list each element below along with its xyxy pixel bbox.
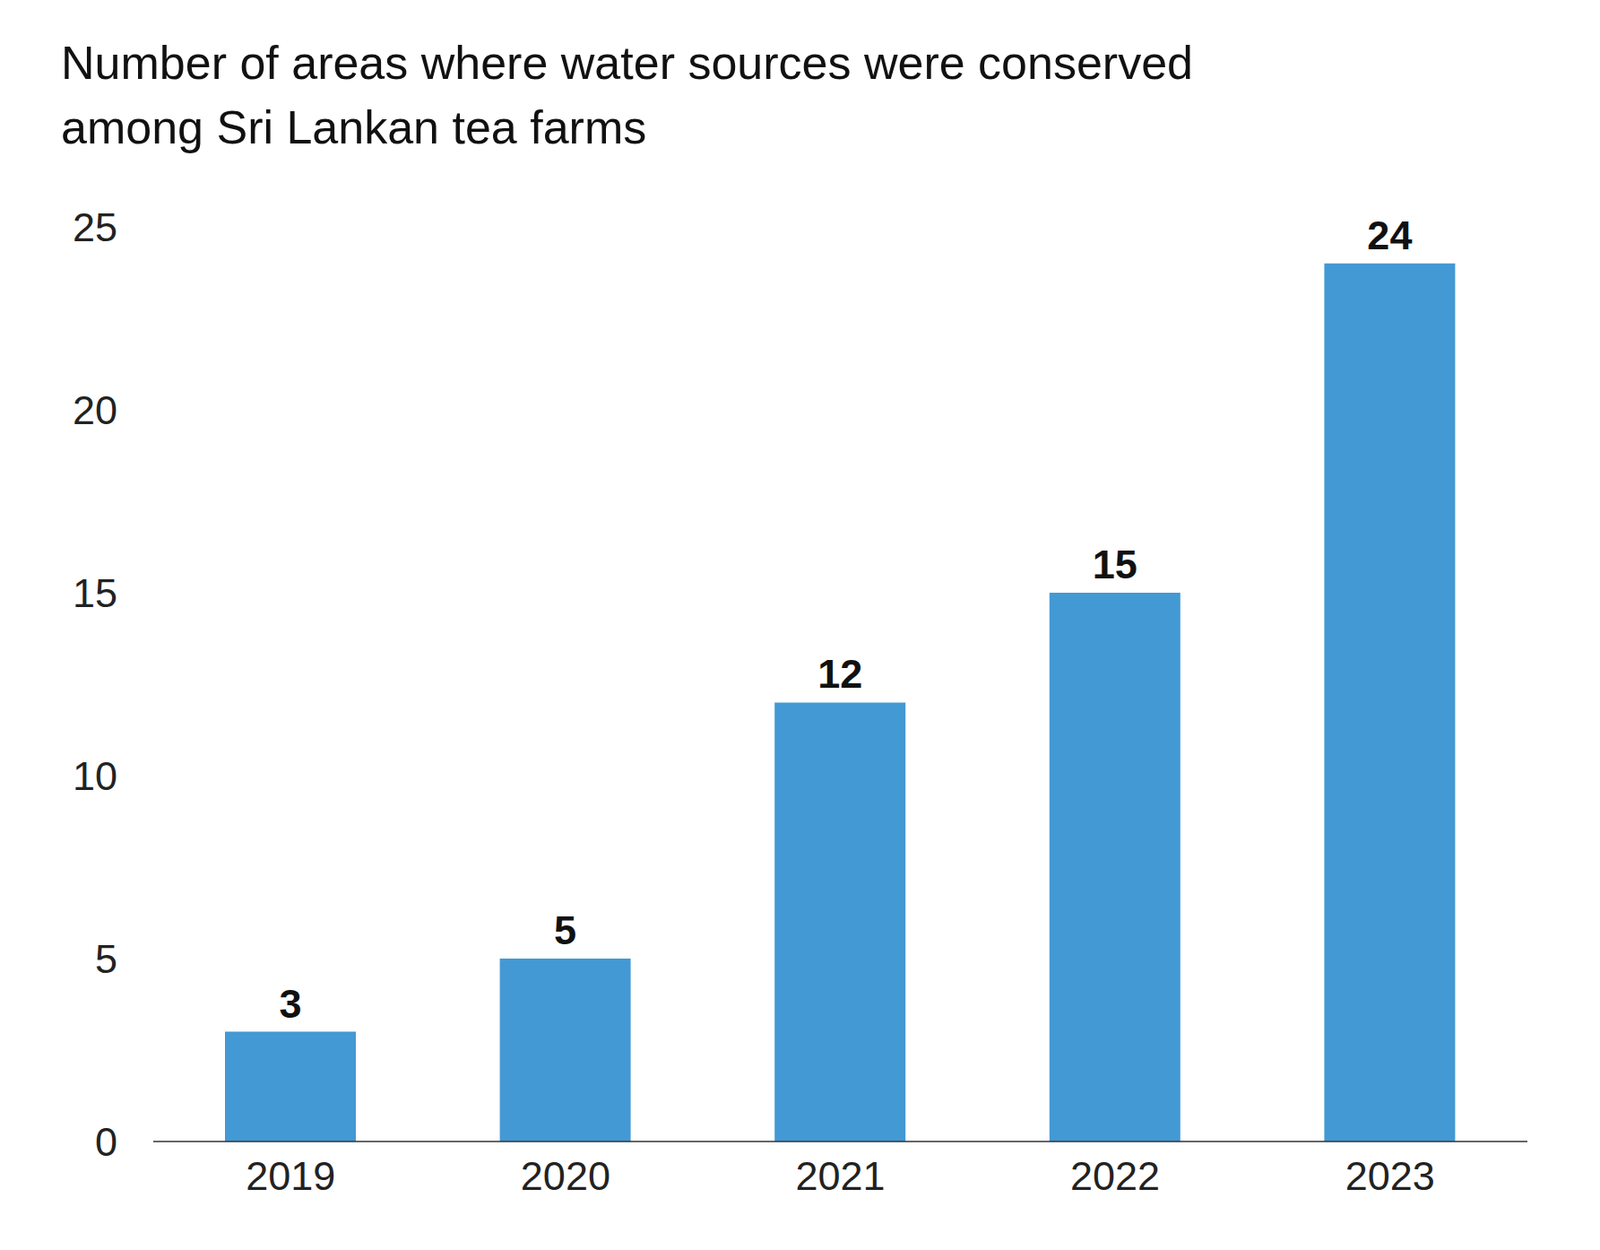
svg-text:25: 25 (72, 204, 118, 251)
svg-text:15: 15 (72, 570, 118, 616)
svg-text:5: 5 (95, 935, 118, 982)
svg-text:2023: 2023 (1345, 1152, 1436, 1199)
html-text:Number of areas where water so: Number of areas where water sources were… (60, 36, 1194, 154)
svg-text:3: 3 (278, 980, 302, 1027)
svg-text:20: 20 (72, 387, 118, 433)
svg-text:2020: 2020 (520, 1152, 611, 1199)
svg-text:2022: 2022 (1070, 1152, 1160, 1199)
svg-text:2021: 2021 (795, 1152, 885, 1199)
svg-text:24: 24 (1366, 212, 1412, 259)
svg-text:2019: 2019 (245, 1152, 336, 1199)
svg-text:10: 10 (72, 752, 118, 799)
svg-text:15: 15 (1092, 541, 1138, 588)
svg-text:5: 5 (553, 907, 577, 953)
svg-text:12: 12 (817, 650, 863, 697)
svg-text:0: 0 (95, 1118, 118, 1165)
